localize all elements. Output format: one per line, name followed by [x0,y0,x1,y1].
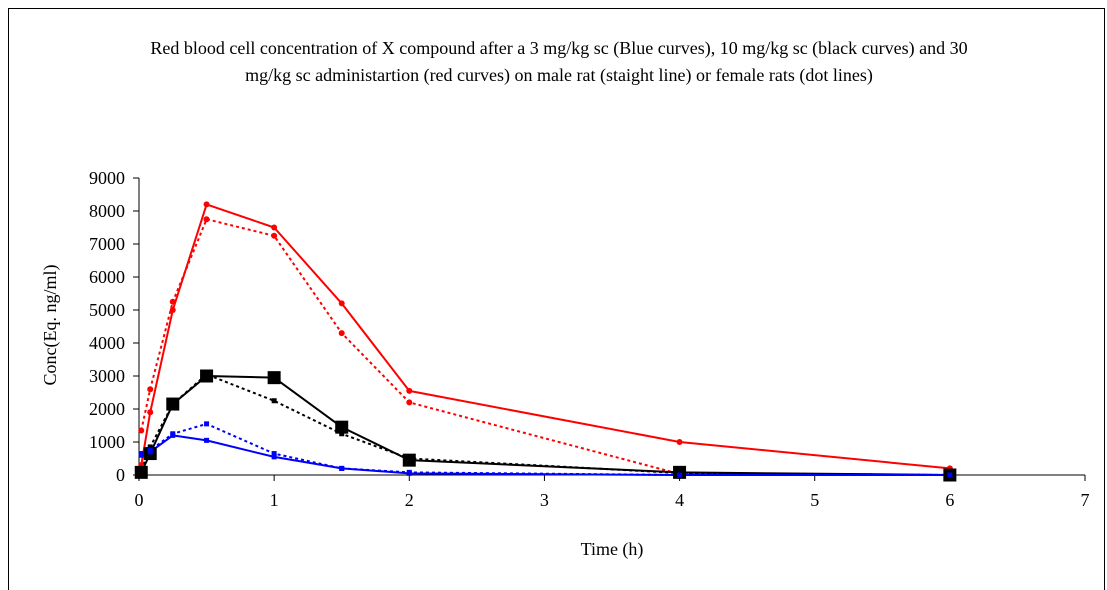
data-point [335,420,349,434]
data-point [147,444,153,450]
y-tick-label: 5000 [89,300,125,320]
data-point [169,307,176,313]
y-tick-label: 8000 [89,201,125,221]
series-line [140,434,950,476]
x-tick-label: 5 [810,490,819,510]
y-axis-title: Conc(Eq. ng/ml) [40,265,61,386]
x-tick-label: 4 [675,490,684,510]
series-line [140,422,950,476]
y-tick-label: 9000 [89,168,125,188]
data-point [406,469,412,475]
data-point [170,431,176,437]
y-tick-label: 4000 [89,333,125,353]
x-tick-label: 2 [405,490,414,510]
data-point [947,472,953,478]
x-tick-label: 7 [1081,490,1090,510]
data-point [271,398,277,404]
data-point [169,298,176,305]
data-point [677,472,683,478]
chart-frame: Red blood cell concentration of X compou… [8,8,1105,590]
data-point [339,431,345,437]
data-point [204,371,210,377]
data-point [406,399,413,406]
series-layer [134,201,957,482]
data-point [271,224,278,231]
series-line [140,203,950,470]
y-tick-label: 1000 [89,432,125,452]
y-tick-label: 7000 [89,234,125,254]
series-line [140,373,950,476]
data-point [204,421,210,427]
x-tick-label: 3 [540,490,549,510]
data-point [147,386,154,393]
data-point [406,387,413,394]
data-point [271,454,277,460]
y-tick-label: 6000 [89,267,125,287]
data-point [138,451,144,457]
data-point [203,216,210,223]
y-tick-label: 3000 [89,366,125,386]
data-point [676,439,683,445]
chart-title: Red blood cell concentration of X compou… [150,38,968,85]
y-tick-label: 2000 [89,399,125,419]
data-point [339,465,345,471]
series-line [140,218,950,476]
series-line [140,375,950,476]
data-point [267,371,281,385]
x-axis-title: Time (h) [581,539,644,560]
axes: 0 1000 2000 3000 4000 5000 6000 7000 8000 9000 0 1 2… [89,168,1090,510]
data-point [147,447,153,453]
data-point [204,437,210,443]
data-point [170,401,176,407]
data-point [271,451,277,457]
data-point [203,201,210,208]
data-point [406,456,412,461]
x-tick-label: 6 [945,490,954,510]
data-point [338,300,345,307]
data-point [338,330,345,337]
data-point [271,232,278,239]
x-tick-label: 1 [270,490,279,510]
data-point [138,467,144,473]
x-tick-label: 0 [135,490,144,510]
data-point [147,409,154,416]
data-point [138,427,145,434]
y-tick-label: 0 [116,465,125,485]
